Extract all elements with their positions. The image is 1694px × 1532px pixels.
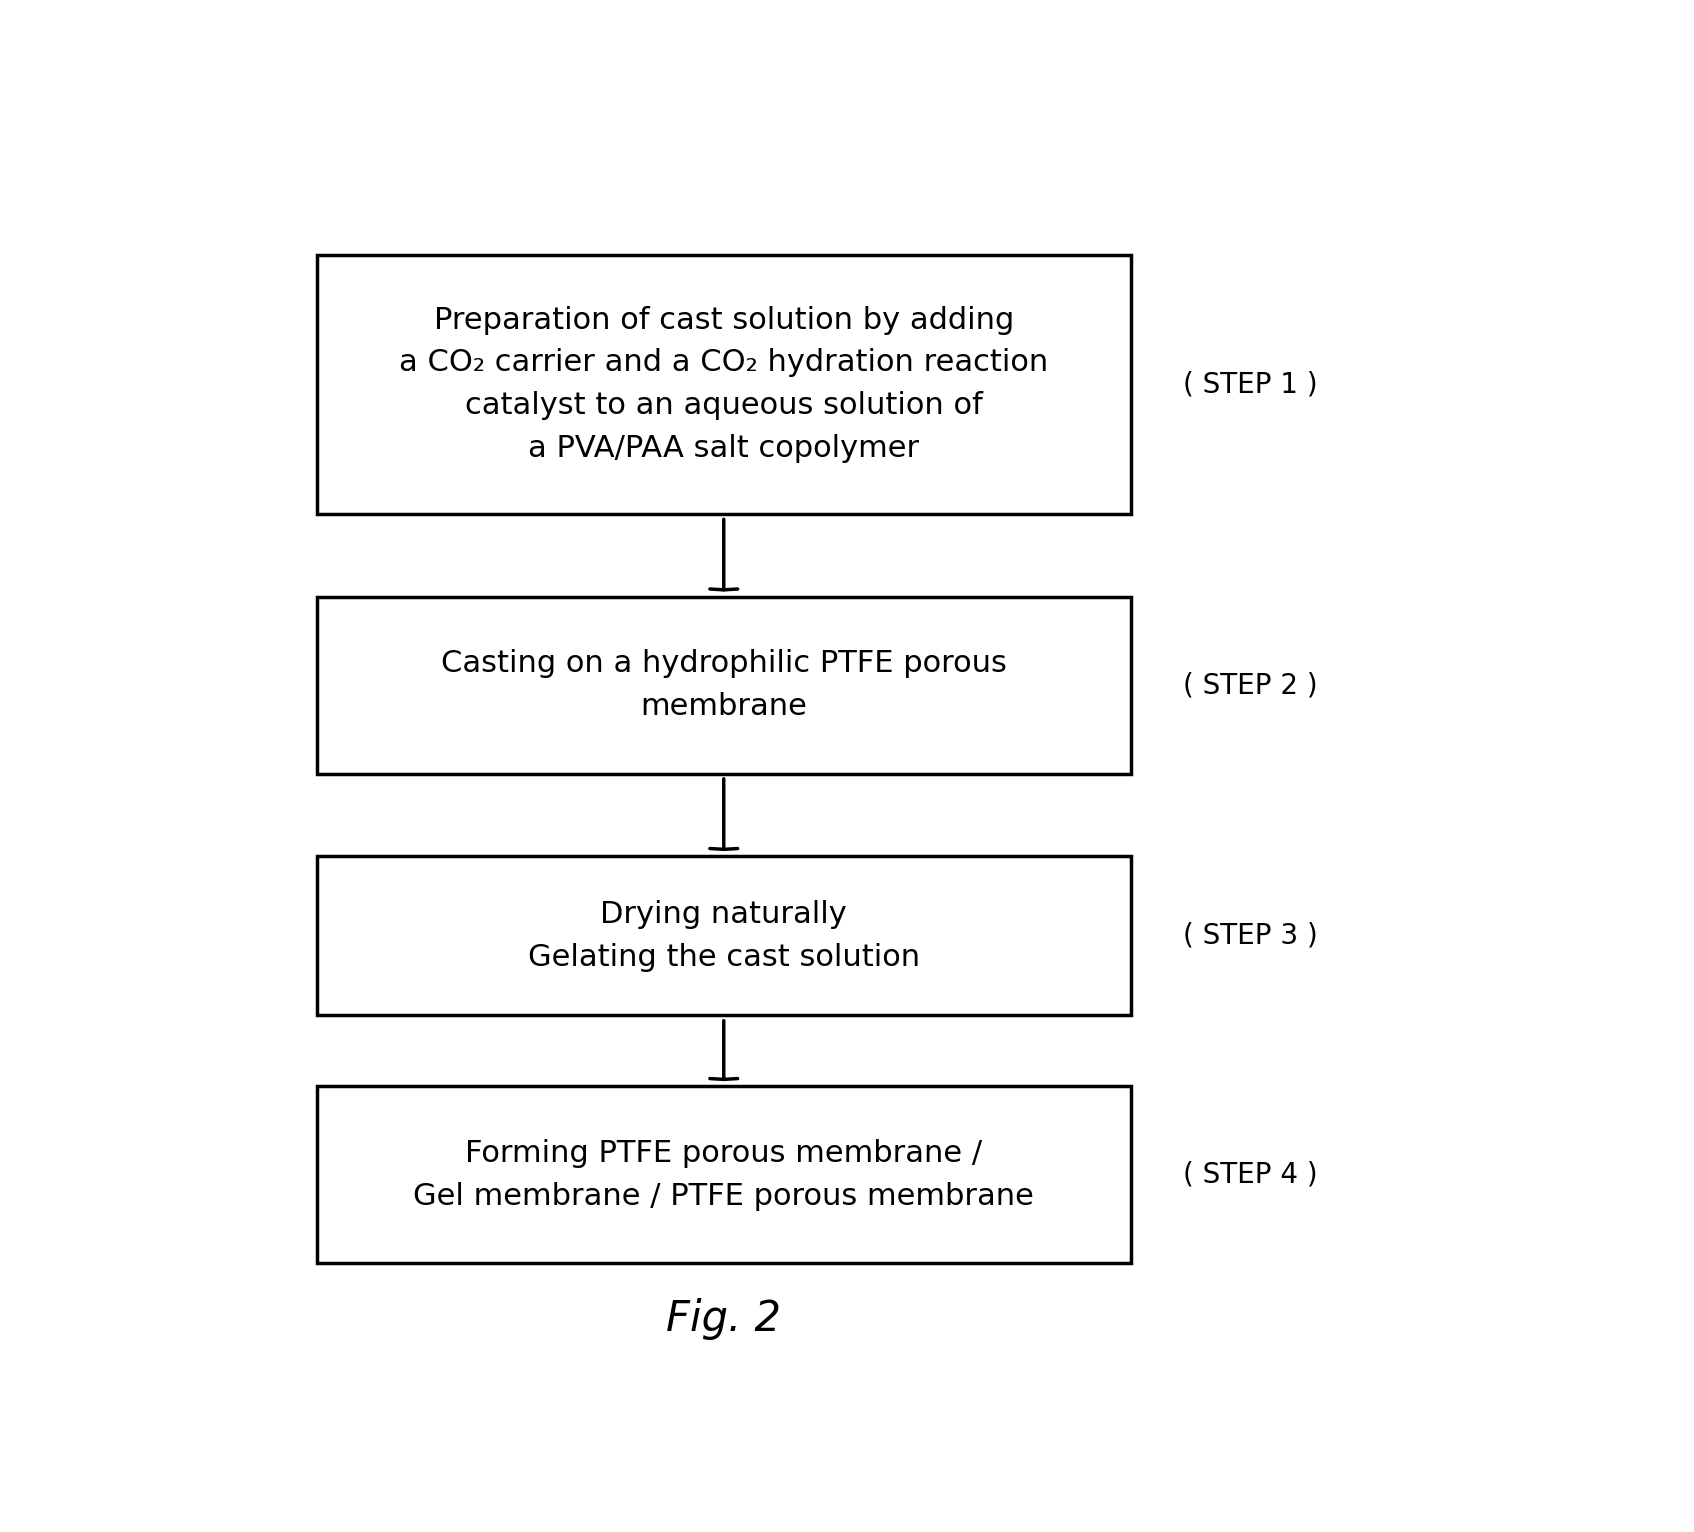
Bar [317, 254, 1132, 515]
Text: ( STEP 4 ): ( STEP 4 ) [1184, 1161, 1318, 1189]
Text: ( STEP 1 ): ( STEP 1 ) [1184, 371, 1318, 398]
Text: ( STEP 3 ): ( STEP 3 ) [1184, 922, 1318, 950]
Text: Drying naturally
Gelating the cast solution: Drying naturally Gelating the cast solut… [529, 899, 920, 971]
Bar [317, 596, 1132, 774]
Bar [317, 856, 1132, 1016]
Text: Preparation of cast solution by adding
a CO₂ carrier and a CO₂ hydration reactio: Preparation of cast solution by adding a… [400, 306, 1049, 463]
Text: Casting on a hydrophilic PTFE porous
membrane: Casting on a hydrophilic PTFE porous mem… [440, 650, 1006, 722]
Text: Fig. 2: Fig. 2 [666, 1298, 781, 1339]
Text: Forming PTFE porous membrane /
Gel membrane / PTFE porous membrane: Forming PTFE porous membrane / Gel membr… [413, 1138, 1035, 1210]
Bar [317, 1086, 1132, 1264]
Text: ( STEP 2 ): ( STEP 2 ) [1184, 671, 1318, 699]
